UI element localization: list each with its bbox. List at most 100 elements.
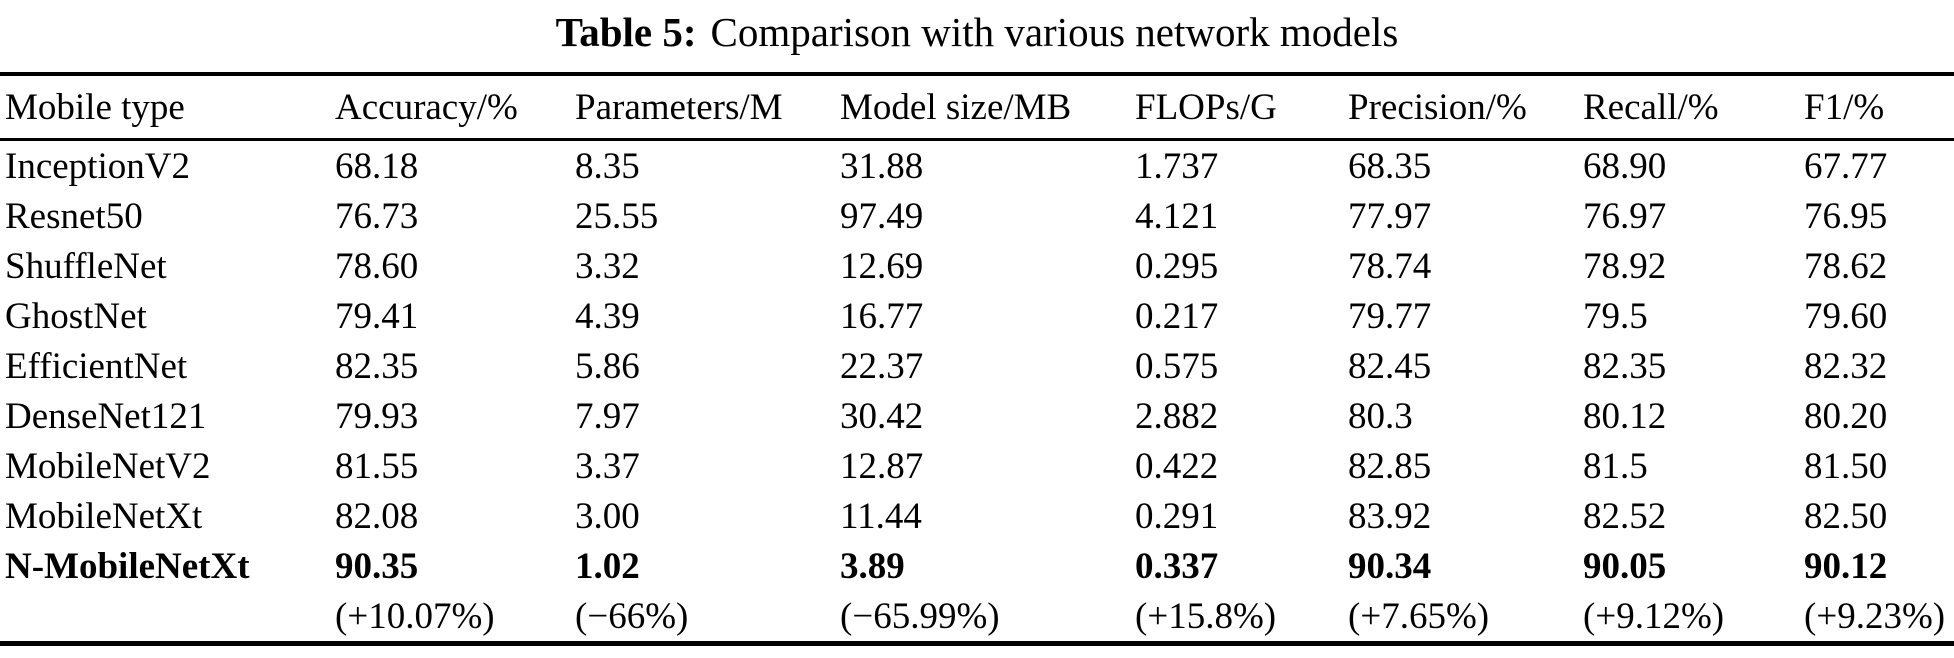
table-row: MobileNetV2 81.55 3.37 12.87 0.422 82.85 81.5 8…: [0, 441, 1954, 491]
model-name-cell: MobileNetV2: [5, 445, 211, 487]
table-row: InceptionV2 68.18 8.35 31.88 1.737 68.35 68.90…: [0, 140, 1954, 192]
value-cell: 16.77: [840, 295, 924, 337]
table-caption-label: Table 5:: [555, 9, 697, 55]
value-cell: 82.50: [1804, 495, 1888, 537]
value-cell: 82.08: [335, 495, 419, 537]
value-cell: 82.35: [335, 345, 419, 387]
header-row: Mobile type Accuracy/% Parameters/M Model s…: [0, 74, 1954, 140]
value-cell: 82.52: [1583, 495, 1667, 537]
value-cell: (+7.65%): [1348, 595, 1490, 637]
value-cell: 1.02: [575, 545, 640, 587]
table-row: ShuffleNet 78.60 3.32 12.69 0.295 78.74 78.92 7…: [0, 241, 1954, 291]
value-cell: 0.422: [1135, 445, 1219, 487]
value-cell: 81.50: [1804, 445, 1888, 487]
value-cell: 0.295: [1135, 245, 1219, 287]
value-cell: 3.00: [575, 495, 640, 537]
model-name-cell: Resnet50: [5, 195, 143, 237]
value-cell: 4.39: [575, 295, 640, 337]
value-cell: 78.60: [335, 245, 419, 287]
table-row: N-MobileNetXt 90.35 1.02 3.89 0.337 90.34 90.0…: [0, 541, 1954, 591]
value-cell: 68.35: [1348, 145, 1432, 187]
value-cell: 68.18: [335, 145, 419, 187]
model-name-cell: N-MobileNetXt: [5, 545, 250, 587]
model-name-cell: EfficientNet: [5, 345, 188, 387]
value-cell: 81.55: [335, 445, 419, 487]
value-cell: 0.575: [1135, 345, 1219, 387]
value-cell: (−66%): [575, 595, 689, 637]
value-cell: 78.92: [1583, 245, 1667, 287]
table-row: (+10.07%) (−66%) (−65.99%) (+15.8%) (+7.65%)…: [0, 591, 1954, 644]
value-cell: 1.737: [1135, 145, 1219, 187]
column-header: Model size/MB: [840, 86, 1072, 128]
value-cell: 0.291: [1135, 495, 1219, 537]
value-cell: 8.35: [575, 145, 640, 187]
value-cell: 30.42: [840, 395, 924, 437]
value-cell: 68.90: [1583, 145, 1667, 187]
column-header: Precision/%: [1348, 86, 1527, 128]
value-cell: 79.5: [1583, 295, 1648, 337]
value-cell: 80.12: [1583, 395, 1667, 437]
value-cell: 79.77: [1348, 295, 1432, 337]
value-cell: 79.60: [1804, 295, 1888, 337]
value-cell: 67.77: [1804, 145, 1888, 187]
value-cell: 78.74: [1348, 245, 1432, 287]
value-cell: 11.44: [840, 495, 922, 537]
column-header: F1/%: [1804, 86, 1885, 128]
value-cell: 2.882: [1135, 395, 1219, 437]
value-cell: (+15.8%): [1135, 595, 1277, 637]
value-cell: 3.89: [840, 545, 905, 587]
value-cell: 76.95: [1804, 195, 1888, 237]
table-row: MobileNetXt 82.08 3.00 11.44 0.291 83.92 82.52…: [0, 491, 1954, 541]
value-cell: 90.34: [1348, 545, 1432, 587]
value-cell: 81.5: [1583, 445, 1648, 487]
value-cell: 76.97: [1583, 195, 1667, 237]
table-row: EfficientNet 82.35 5.86 22.37 0.575 82.45 82.3…: [0, 341, 1954, 391]
model-name-cell: MobileNetXt: [5, 495, 203, 537]
value-cell: 90.12: [1804, 545, 1888, 587]
value-cell: 90.05: [1583, 545, 1667, 587]
value-cell: 82.85: [1348, 445, 1432, 487]
value-cell: 5.86: [575, 345, 640, 387]
value-cell: 3.32: [575, 245, 640, 287]
table-row: GhostNet 79.41 4.39 16.77 0.217 79.77 79.5 79.6…: [0, 291, 1954, 341]
table-body: InceptionV2 68.18 8.35 31.88 1.737 68.35 68.90…: [0, 140, 1954, 644]
value-cell: (+9.23%): [1804, 595, 1946, 637]
value-cell: 80.20: [1804, 395, 1888, 437]
value-cell: 0.217: [1135, 295, 1219, 337]
value-cell: 4.121: [1135, 195, 1219, 237]
value-cell: 97.49: [840, 195, 924, 237]
value-cell: 83.92: [1348, 495, 1432, 537]
column-header: FLOPs/G: [1135, 86, 1277, 128]
value-cell: 90.35: [335, 545, 419, 587]
value-cell: 79.93: [335, 395, 419, 437]
model-name-cell: DenseNet121: [5, 395, 207, 437]
value-cell: 82.45: [1348, 345, 1432, 387]
value-cell: 12.69: [840, 245, 924, 287]
value-cell: (+10.07%): [335, 595, 495, 637]
value-cell: 0.337: [1135, 545, 1219, 587]
model-name-cell: [0, 591, 335, 644]
value-cell: 82.32: [1804, 345, 1888, 387]
value-cell: 76.73: [335, 195, 419, 237]
value-cell: 82.35: [1583, 345, 1667, 387]
value-cell: 80.3: [1348, 395, 1413, 437]
column-header: Recall/%: [1583, 86, 1719, 128]
model-name-cell: ShuffleNet: [5, 245, 167, 287]
value-cell: (+9.12%): [1583, 595, 1725, 637]
model-name-cell: InceptionV2: [5, 145, 190, 187]
column-header: Mobile type: [5, 86, 185, 128]
value-cell: 78.62: [1804, 245, 1888, 287]
column-header: Accuracy/%: [335, 86, 518, 128]
column-header: Parameters/M: [575, 86, 783, 128]
comparison-table: Mobile type Accuracy/% Parameters/M Model s…: [0, 72, 1954, 646]
model-name-cell: GhostNet: [5, 295, 147, 337]
value-cell: 31.88: [840, 145, 924, 187]
value-cell: 22.37: [840, 345, 924, 387]
value-cell: (−65.99%): [840, 595, 1000, 637]
value-cell: 12.87: [840, 445, 924, 487]
table-row: DenseNet121 79.93 7.97 30.42 2.882 80.3 80.12 8…: [0, 391, 1954, 441]
value-cell: 77.97: [1348, 195, 1432, 237]
value-cell: 79.41: [335, 295, 419, 337]
table-caption: Table 5: Comparison with various network …: [0, 0, 1954, 58]
